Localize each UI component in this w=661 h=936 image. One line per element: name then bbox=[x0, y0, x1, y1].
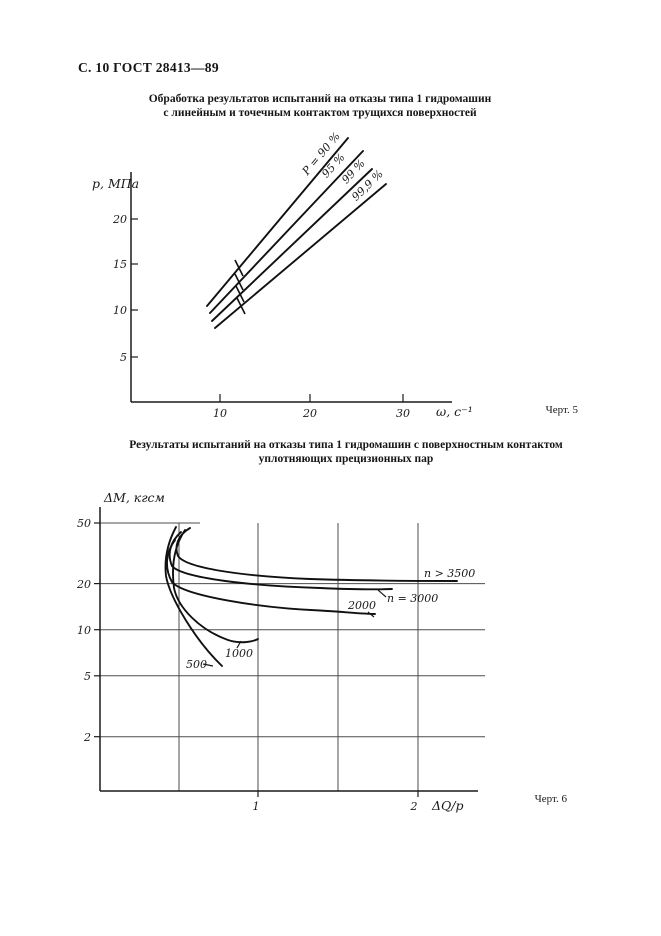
chart6-curve-label-3500: n > 3500 bbox=[424, 567, 475, 580]
chart6-leader-2000 bbox=[367, 611, 375, 618]
chart6-title-line1: Результаты испытаний на отказы типа 1 ги… bbox=[129, 439, 563, 451]
chart5-figure: 20 15 10 5 10 20 30 р, МПа ω, с⁻¹ Р = 90… bbox=[92, 130, 579, 420]
chart5-x-tick-label: 10 bbox=[213, 407, 227, 420]
chart6-x-axis-label: ΔQ/р bbox=[431, 798, 464, 813]
chart5-line-p95 bbox=[209, 150, 364, 314]
chart5-y-tick-label: 10 bbox=[113, 304, 127, 317]
chart6-leader-1000 bbox=[236, 640, 242, 649]
chart6-leader-500 bbox=[202, 663, 214, 667]
chart6-curve-3000 bbox=[168, 531, 393, 591]
chart5-y-tick-label: 20 bbox=[112, 213, 127, 226]
chart5-y-tick-label: 5 bbox=[120, 351, 127, 364]
chart5-y-tick-label: 15 bbox=[113, 258, 127, 271]
chart5-line-p99 bbox=[211, 168, 373, 322]
chart5-line-p90 bbox=[206, 137, 349, 307]
chart6-y-tick-label: 50 bbox=[77, 517, 91, 530]
chart5-x-tick-label: 30 bbox=[396, 407, 410, 420]
chart6-curve-label-2000: 2000 bbox=[347, 599, 376, 612]
chart5-marker-p999 bbox=[236, 297, 246, 315]
chart5-marker-p95 bbox=[234, 273, 244, 291]
chart5-title: Обработка результатов испытаний на отказ… bbox=[40, 93, 600, 120]
chart5-marker-p90 bbox=[234, 259, 244, 277]
chart6-curve-3500 bbox=[175, 527, 458, 582]
chart6-y-tick-label: 10 bbox=[77, 624, 91, 637]
chart5-y-axis-label: р, МПа bbox=[92, 176, 139, 191]
chart6-caption: Черт. 6 bbox=[535, 793, 568, 805]
chart5-title-line2: с линейным и точечным контактом трущихся… bbox=[163, 106, 477, 119]
chart6-figure: 50 20 10 5 2 1 2 ΔМ, кгсм ΔQ/р 500 1000 … bbox=[76, 490, 568, 813]
chart6-curve-1000 bbox=[172, 529, 259, 644]
chart6-x-tick-label: 1 bbox=[253, 800, 260, 813]
chart6-title-line2: уплотняющих прецизионных пар bbox=[258, 452, 434, 465]
chart6-curve-500 bbox=[164, 526, 223, 667]
chart6-y-axis-label: ΔМ, кгсм bbox=[103, 490, 165, 505]
chart6-y-tick-label: 20 bbox=[76, 578, 91, 591]
chart5-x-axis-label: ω, с⁻¹ bbox=[436, 404, 473, 419]
chart6-curve-2000 bbox=[166, 539, 376, 615]
chart5-title-line1: Обработка результатов испытаний на отказ… bbox=[148, 93, 492, 105]
chart5-x-tick-label: 20 bbox=[302, 407, 317, 420]
chart5-line-p999 bbox=[214, 183, 387, 329]
chart6-curve-label-3000: n = 3000 bbox=[387, 592, 438, 605]
chart6-title: Результаты испытаний на отказы типа 1 ги… bbox=[66, 439, 626, 466]
chart5-caption: Черт. 5 bbox=[546, 404, 579, 416]
chart6-leader-3000 bbox=[377, 589, 387, 598]
chart6-y-tick-label: 2 bbox=[83, 731, 91, 744]
chart5-marker-p99 bbox=[235, 285, 245, 303]
page-header: С. 10 ГОСТ 28413—89 bbox=[78, 60, 219, 75]
chart6-curve-label-1000: 1000 bbox=[225, 647, 253, 660]
chart6-x-tick-label: 2 bbox=[410, 800, 418, 813]
chart6-curve-label-500: 500 bbox=[186, 658, 207, 671]
chart6-y-tick-label: 5 bbox=[84, 670, 91, 683]
